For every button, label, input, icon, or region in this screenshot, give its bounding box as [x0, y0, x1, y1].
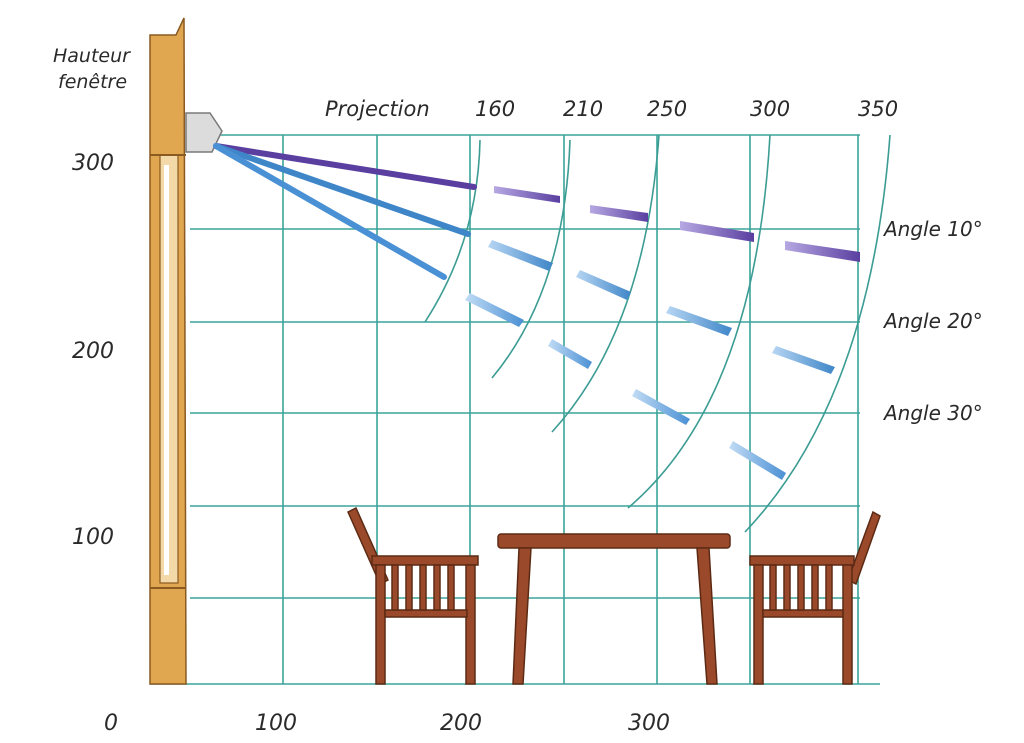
projection-label: 210 [563, 97, 603, 121]
x-tick-label: 0 [104, 711, 118, 736]
projection-title: Projection [325, 97, 430, 121]
y-tick-label: 300 [72, 151, 114, 176]
table [497, 533, 731, 685]
extension-segments-10 [494, 186, 860, 262]
x-tick-label: 200 [440, 711, 482, 736]
x-tick-label: 100 [255, 711, 297, 736]
projection-label: 300 [750, 97, 790, 121]
projection-label: 250 [647, 97, 687, 121]
window-wall [149, 17, 187, 685]
angle-label-10: Angle 10° [882, 217, 983, 241]
angle-label-30: Angle 30° [882, 401, 983, 425]
chair-right [749, 510, 881, 685]
x-tick-label: 300 [628, 711, 670, 736]
projection-arcs [424, 134, 891, 533]
chair-left [347, 506, 479, 685]
y-axis-title-line2: fenêtre [58, 71, 127, 93]
projection-label: 350 [858, 97, 898, 121]
angle-label-20: Angle 20° [882, 309, 983, 333]
y-tick-label: 100 [72, 525, 114, 550]
y-axis-title-line1: Hauteur [53, 45, 131, 67]
awning-cassette [185, 112, 223, 153]
y-tick-label: 200 [72, 339, 114, 364]
awning-arms [213, 143, 477, 280]
projection-label: 160 [475, 97, 515, 121]
extension-segments-20 [488, 240, 835, 374]
extension-segments-30 [465, 293, 786, 480]
